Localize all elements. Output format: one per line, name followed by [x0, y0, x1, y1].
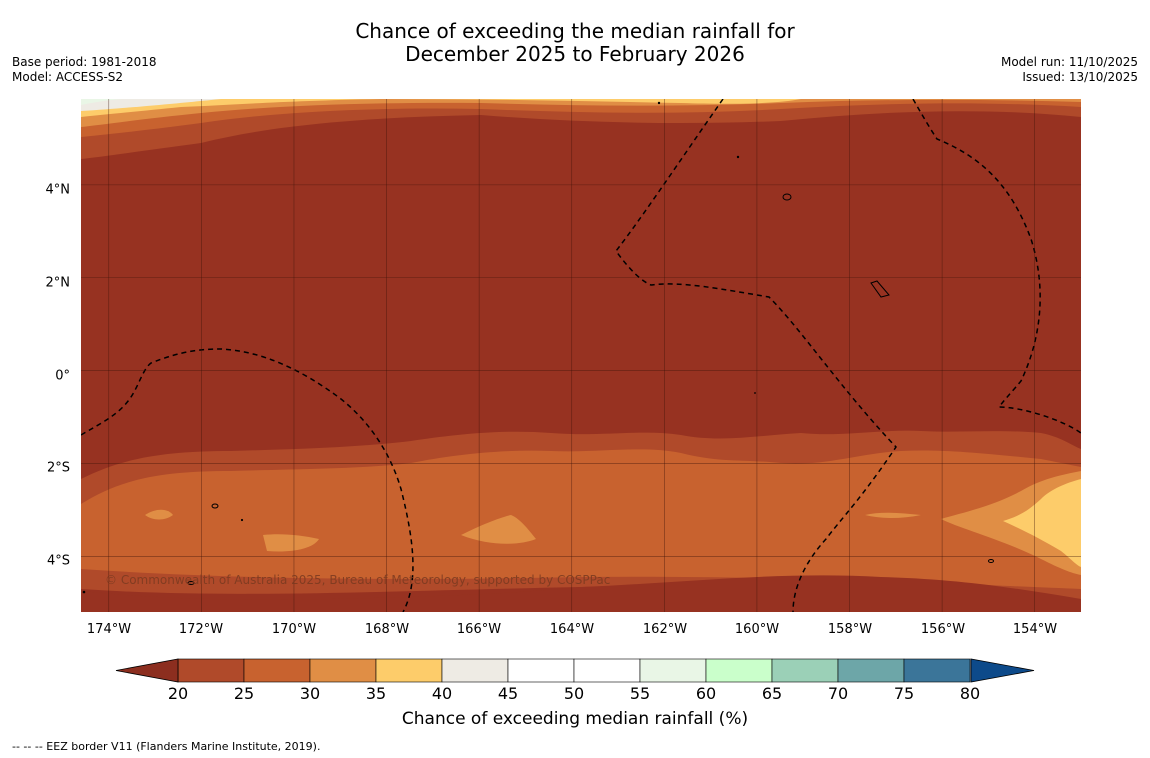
contour-island-30-35-b: [263, 534, 319, 552]
colorbar-tick-label: 80: [959, 684, 981, 703]
contour-band-20-25-north: [81, 99, 1081, 159]
colorbar-over-arrow: [970, 658, 1035, 683]
graticule: [81, 99, 1081, 612]
contour-band-25-30-north: [81, 99, 1081, 137]
lon-label-166w: 166°W: [456, 622, 502, 637]
model-run: Model run: 11/10/2025: [1000, 55, 1138, 69]
rainfall-map: [81, 99, 1081, 612]
island-b: [870, 280, 890, 298]
colorbar-swatch: [375, 658, 443, 683]
eez-border-west: [81, 348, 414, 612]
lon-label-154w: 154°W: [1012, 622, 1058, 637]
colorbar-swatch: [243, 658, 311, 683]
colorbar-swatch: [903, 658, 971, 683]
meta-right: Model run: 11/10/2025 Issued: 13/10/2025: [1001, 55, 1138, 85]
issued-date: Issued: 13/10/2025: [1022, 70, 1138, 84]
colorbar-swatch: [837, 658, 905, 683]
lon-label-164w: 164°W: [549, 622, 595, 637]
colorbar: [115, 658, 1035, 683]
colorbar-tick-label: 75: [893, 684, 915, 703]
island-f: [211, 503, 219, 509]
island-d: [657, 101, 661, 105]
colorbar-swatch: [177, 658, 245, 683]
lon-label-172w: 172°W: [178, 622, 224, 637]
island-e: [754, 392, 756, 394]
lat-label-4n: 4°N: [45, 182, 71, 198]
island-j: [82, 590, 86, 594]
lat-label-4s: 4°S: [46, 553, 70, 569]
chart-title-line2: December 2025 to February 2026: [405, 42, 745, 66]
contour-band-40-45-north: [81, 99, 221, 111]
island-a: [782, 193, 792, 201]
colorbar-tick-label: 30: [299, 684, 321, 703]
contour-band-25-30-south: [81, 449, 1081, 589]
lat-label-2n: 2°N: [45, 275, 71, 291]
island-h: [187, 581, 195, 585]
lat-label-0: 0°: [55, 368, 70, 384]
colorbar-tick-label: 20: [167, 684, 189, 703]
island-i: [988, 559, 994, 563]
colorbar-under-arrow: [115, 658, 179, 683]
lon-label-168w: 168°W: [364, 622, 410, 637]
model-name: Model: ACCESS-S2: [12, 70, 124, 84]
colorbar-swatch: [573, 658, 641, 683]
colorbar-tick-label: 70: [827, 684, 849, 703]
contour-band-below-20-south: [81, 575, 1081, 612]
colorbar-label: Chance of exceeding median rainfall (%): [401, 709, 749, 729]
island-c: [736, 155, 740, 159]
colorbar-tick-label: 45: [497, 684, 519, 703]
lon-label-174w: 174°W: [86, 622, 132, 637]
colorbar-swatch: [705, 658, 773, 683]
chart-title-line1: Chance of exceeding the median rainfall …: [355, 19, 795, 43]
colorbar-tick-label: 55: [629, 684, 651, 703]
island-g: [240, 518, 244, 522]
eez-border-east: [615, 99, 897, 612]
lon-label-156w: 156°W: [920, 622, 966, 637]
contour-island-30-35-d: [865, 512, 921, 518]
contour-band-35-40-south: [1003, 479, 1081, 567]
eez-border-far-east: [912, 99, 1081, 434]
meta-left: Base period: 1981-2018 Model: ACCESS-S2: [12, 55, 157, 85]
colorbar-swatch: [441, 658, 509, 683]
contour-island-30-35-a: [461, 515, 536, 544]
colorbar-swatch: [507, 658, 575, 683]
lon-label-170w: 170°W: [271, 622, 317, 637]
colorbar-swatch: [639, 658, 707, 683]
colorbar-tick-label: 25: [233, 684, 255, 703]
lat-label-2s: 2°S: [46, 460, 70, 476]
lon-label-162w: 162°W: [642, 622, 688, 637]
colorbar-tick-label: 50: [563, 684, 585, 703]
lon-label-160w: 160°W: [734, 622, 780, 637]
colorbar-swatch: [771, 658, 839, 683]
copyright-notice: © Commonwealth of Australia 2025, Bureau…: [105, 573, 611, 587]
eez-footnote: -- -- -- EEZ border V11 (Flanders Marine…: [12, 740, 321, 753]
colorbar-swatch: [309, 658, 377, 683]
base-period: Base period: 1981-2018: [12, 55, 157, 69]
colorbar-tick-label: 40: [431, 684, 453, 703]
lon-label-158w: 158°W: [827, 622, 873, 637]
contour-island-30-35-c: [145, 509, 173, 520]
contour-band-60-65-north: [81, 99, 121, 105]
colorbar-tick-label: 60: [695, 684, 717, 703]
colorbar-tick-label: 65: [761, 684, 783, 703]
colorbar-tick-label: 35: [365, 684, 387, 703]
